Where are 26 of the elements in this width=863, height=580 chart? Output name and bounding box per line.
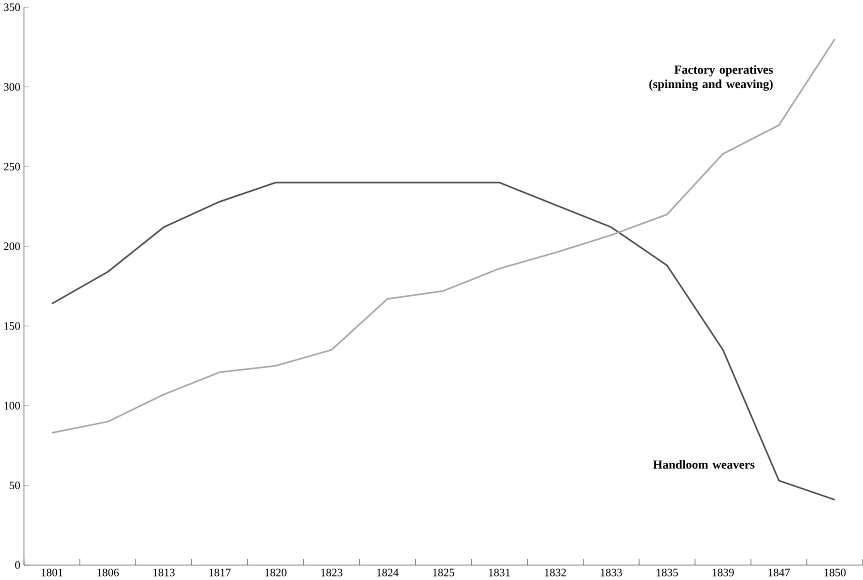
x-tick-label: 1832	[544, 568, 566, 576]
series-label: Handloom weavers	[653, 460, 754, 469]
series-label: Factory operatives (spinning and weaving)	[649, 65, 773, 91]
x-tick-label: 1833	[600, 568, 622, 576]
y-tick-label: 0	[15, 561, 20, 570]
y-tick-label: 50	[10, 482, 20, 490]
y-tick-label: 300	[4, 83, 20, 91]
y-tick-label: 150	[4, 322, 20, 330]
x-tick-label: 1847	[768, 568, 790, 576]
x-tick-label: 1820	[265, 568, 286, 576]
y-tick-label: 100	[4, 402, 20, 410]
y-tick-label: 350	[4, 4, 20, 12]
x-tick-label: 1850	[824, 568, 846, 576]
x-tick-label: 1801	[42, 568, 63, 576]
x-tick-label: 1825	[433, 568, 454, 576]
y-tick-label: 250	[4, 162, 20, 171]
x-tick-label: 1813	[153, 568, 175, 576]
x-tick-label: 1823	[321, 568, 342, 576]
y-tick-label: 200	[4, 242, 20, 250]
line-series	[51, 38, 836, 434]
x-tick-label: 1806	[98, 568, 119, 576]
x-tick-label: 1835	[656, 568, 678, 576]
x-tick-label: 1824	[377, 568, 399, 576]
x-tick-label: 1839	[712, 568, 734, 576]
x-tick-label: 1831	[489, 568, 510, 576]
x-tick-label: 1817	[209, 568, 231, 576]
